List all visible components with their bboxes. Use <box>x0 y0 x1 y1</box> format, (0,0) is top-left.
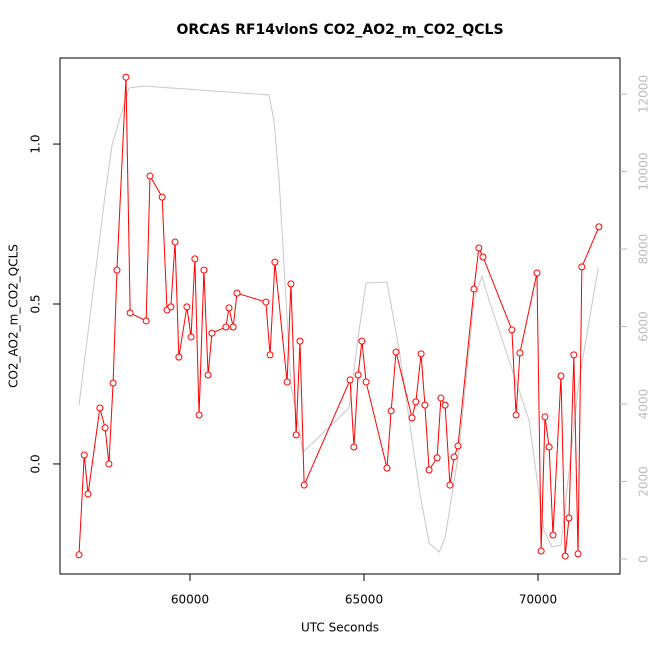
data-point <box>158 193 166 201</box>
data-point <box>549 531 557 539</box>
data-point <box>383 464 391 472</box>
data-point <box>470 285 478 293</box>
data-point <box>433 454 441 462</box>
y2-tick-label: 0 <box>637 555 650 563</box>
plot-frame <box>59 57 621 575</box>
y-tick-label: 1.0 <box>29 135 43 154</box>
y2-tick-label: 4000 <box>637 389 650 420</box>
data-point <box>271 258 279 266</box>
x-axis-label: UTC Seconds <box>301 621 379 635</box>
data-point <box>387 407 395 415</box>
data-point <box>262 298 270 306</box>
data-point <box>441 401 449 409</box>
y2-tick-label: 8000 <box>637 234 650 265</box>
data-point <box>508 326 516 334</box>
data-point <box>358 337 366 345</box>
data-point <box>446 481 454 489</box>
data-point <box>183 303 191 311</box>
data-point <box>167 303 175 311</box>
data-point <box>354 371 362 379</box>
data-point <box>541 413 549 421</box>
data-point <box>146 172 154 180</box>
x-tick-label: 65000 <box>345 593 383 607</box>
data-point <box>425 466 433 474</box>
data-point <box>292 431 300 439</box>
data-point <box>171 238 179 246</box>
data-point <box>570 351 578 359</box>
data-point <box>437 394 445 402</box>
data-point <box>200 266 208 274</box>
y2-tick-label: 12000 <box>637 75 650 113</box>
data-point <box>80 451 88 459</box>
data-point <box>122 73 130 81</box>
data-point <box>412 398 420 406</box>
data-point <box>545 443 553 451</box>
data-point <box>574 550 582 558</box>
y2-tick-label: 10000 <box>637 152 650 190</box>
y-tick-label: 0.0 <box>29 454 43 473</box>
chart-title: ORCAS RF14vlonS CO2_AO2_m_CO2_QCLS <box>176 22 503 38</box>
data-point <box>450 453 458 461</box>
data-point <box>142 317 150 325</box>
data-point <box>392 348 400 356</box>
data-point <box>222 323 230 331</box>
data-point <box>350 443 358 451</box>
data-point <box>96 404 104 412</box>
y2-tick-label: 2000 <box>637 466 650 497</box>
data-point <box>113 266 121 274</box>
data-point <box>204 371 212 379</box>
data-point <box>225 304 233 312</box>
y-axis-label: CO2_AO2_m_CO2_QCLS <box>7 244 21 388</box>
data-point <box>479 253 487 261</box>
y2-tick-label: 6000 <box>637 311 650 342</box>
data-point <box>417 350 425 358</box>
data-point <box>565 514 573 522</box>
data-point <box>187 333 195 341</box>
data-point <box>126 309 134 317</box>
data-point <box>208 329 216 337</box>
data-point <box>512 411 520 419</box>
data-point <box>195 411 203 419</box>
data-point <box>346 376 354 384</box>
data-point <box>595 223 603 231</box>
y-tick-label: 0.5 <box>29 294 43 313</box>
data-point <box>296 337 304 345</box>
data-point <box>109 379 117 387</box>
data-point <box>533 269 541 277</box>
data-point <box>561 552 569 560</box>
data-point <box>191 255 199 263</box>
data-point <box>75 551 83 559</box>
x-tick-label: 70000 <box>519 593 557 607</box>
x-tick-label: 60000 <box>171 593 209 607</box>
data-point <box>287 280 295 288</box>
data-point <box>233 289 241 297</box>
data-point <box>300 481 308 489</box>
data-point <box>454 442 462 450</box>
data-point <box>516 349 524 357</box>
data-point <box>84 490 92 498</box>
data-point <box>175 353 183 361</box>
data-point <box>421 401 429 409</box>
series-line <box>78 77 600 557</box>
data-point <box>105 460 113 468</box>
series-line <box>78 85 599 553</box>
data-point <box>101 424 109 432</box>
data-point <box>362 378 370 386</box>
data-point <box>266 351 274 359</box>
data-point <box>557 372 565 380</box>
data-point <box>537 547 545 555</box>
data-point <box>475 244 483 252</box>
data-point <box>283 378 291 386</box>
data-point <box>578 263 586 271</box>
data-point <box>229 323 237 331</box>
data-point <box>408 414 416 422</box>
